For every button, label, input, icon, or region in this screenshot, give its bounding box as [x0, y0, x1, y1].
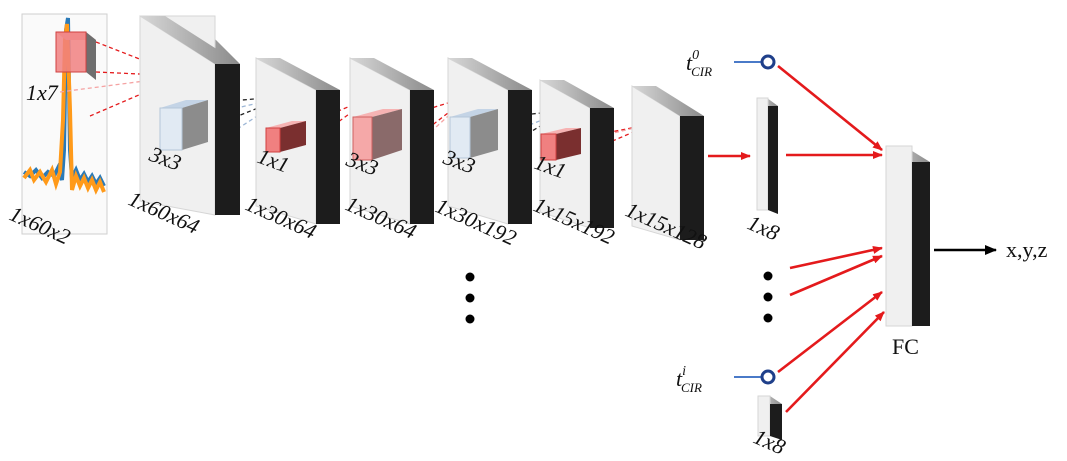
- input-kernel-1x7: [55, 31, 96, 80]
- feature-vector-1: [756, 97, 778, 214]
- feature-vector-label-2: 1x8: [750, 424, 789, 460]
- fc-label: FC: [892, 334, 919, 359]
- time-input-node-i: [734, 369, 776, 385]
- kernel-cube-3x3-blue-3: [449, 109, 498, 159]
- time-input-label-i: ti CIR: [676, 364, 702, 395]
- feature-vector-2: [757, 395, 782, 440]
- input-waveform-orange: [22, 23, 106, 195]
- kernel-cube-1x1-red-4: [540, 128, 581, 161]
- time-input-node-0: [734, 54, 776, 70]
- output-label: x,y,z: [1006, 237, 1048, 262]
- kernel-cube-3x3-blue-1: [159, 100, 208, 151]
- arrow-vector2-to-fc: [785, 311, 885, 413]
- feature-vector-label-1: 1x8: [744, 210, 783, 246]
- kernel-cube-3x3-red-2: [352, 109, 402, 161]
- layer-block-6: [631, 85, 704, 241]
- input-signal: [21, 13, 108, 235]
- time-input-label-0: t0 CIR: [686, 48, 712, 79]
- ellipsis-vectors: [763, 271, 773, 323]
- arrow-dots-to-fc-1: [789, 246, 883, 270]
- fc-block: [885, 145, 930, 327]
- arrow-t0-to-fc: [777, 64, 883, 152]
- kernel-cube-1x1-red-1: [265, 121, 306, 153]
- arrow-ti-to-fc: [777, 290, 883, 374]
- red-arrows: [708, 64, 885, 413]
- input-kernel-label: 1x7: [26, 80, 59, 105]
- ellipsis-layers: [465, 272, 475, 324]
- arrow-dots-to-fc-2: [789, 254, 883, 297]
